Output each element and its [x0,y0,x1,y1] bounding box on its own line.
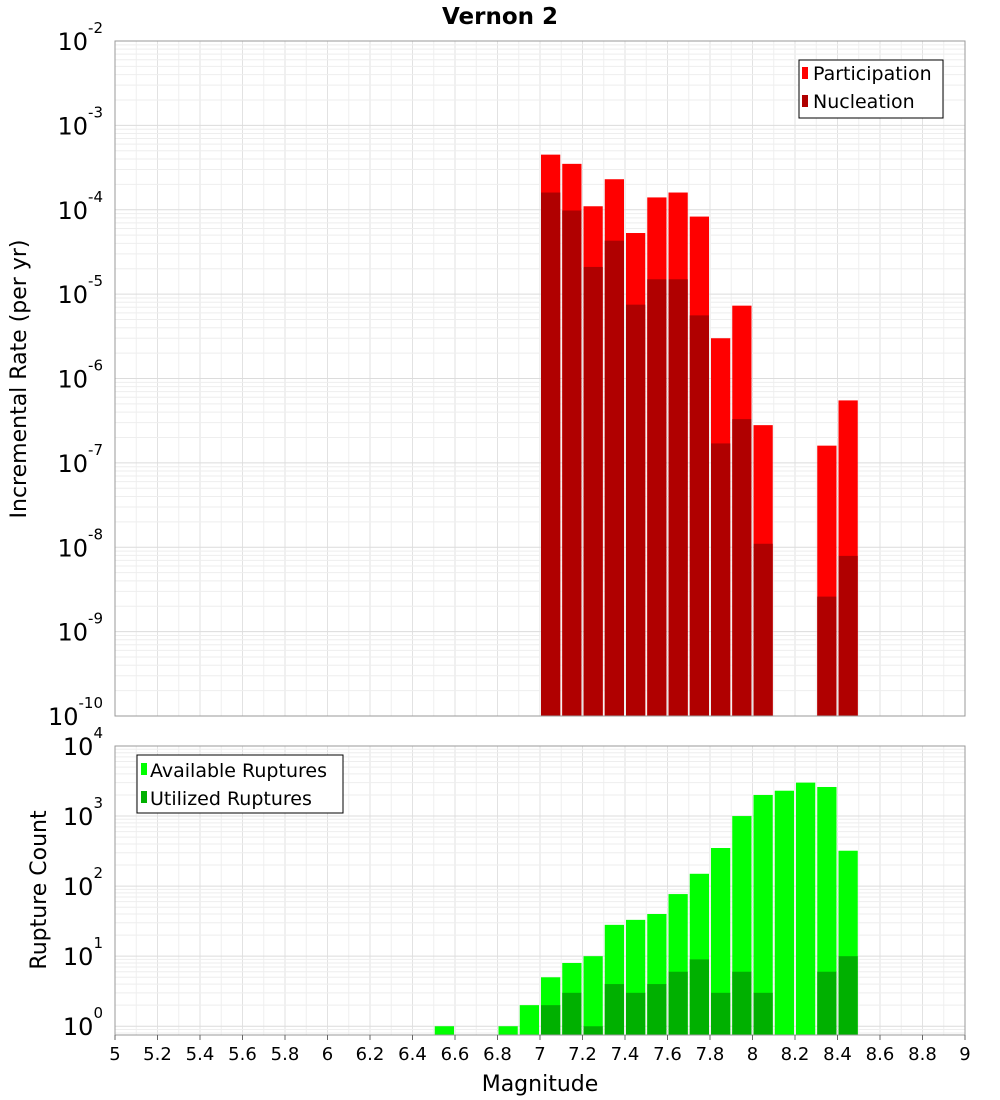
x-tick-label: 8 [747,1044,758,1065]
nucleation-bar [626,304,646,716]
x-tick-label: 8.2 [781,1044,810,1065]
nucleation-legend-swatch [802,95,808,107]
nucleation-legend-label: Nucleation [813,91,915,113]
x-tick-label: 8.6 [866,1044,895,1065]
rate-grid [114,41,966,717]
available-ruptures-bar [434,1026,454,1035]
nucleation-bar [647,279,667,716]
count-bars [434,782,858,1035]
x-tick-labels: 5 5.2 5.4 5.6 5.8 6 6.2 6.4 6.6 6.8 7 7.2 7.4 7.6 7.8 8… [109,1035,971,1065]
y-tick-label: 104 [63,724,103,761]
participation-legend-label: Participation [813,63,932,85]
nucleation-bar [668,279,688,716]
available-ruptures-bar [774,790,794,1035]
nucleation-bar [541,192,561,717]
x-tick-label: 6.2 [356,1044,385,1065]
x-tick-label: 7.6 [653,1044,682,1065]
x-tick-label: 7.8 [696,1044,725,1065]
utilized-ruptures-bar [647,984,667,1035]
count-y-tick-labels: 100 101 102 103 104 [63,724,103,1041]
nucleation-bar [732,419,752,716]
x-tick-label: 5 [109,1044,120,1065]
y-tick-label: 10-3 [57,103,103,140]
rate-y-tick-labels: 10-10 10-9 10-8 10-7 10-6 10-5 10-4 10-3 10-2 [48,19,103,731]
chart-title: Vernon 2 [442,4,558,30]
rate-legend: Participation Nucleation [798,59,944,119]
x-tick-label: 6.8 [483,1044,512,1065]
available-ruptures-bar [583,956,603,1035]
y-tick-label: 10-4 [57,188,103,225]
count-legend-box [136,754,344,814]
x-tick-label: 7.4 [611,1044,640,1065]
x-tick-label: 5.6 [228,1044,257,1065]
available-ruptures-legend-swatch [141,763,147,775]
utilized-ruptures-bar [711,992,731,1035]
y-tick-label: 10-9 [57,610,103,647]
utilized-ruptures-legend-label: Utilized Ruptures [150,788,312,810]
y-tick-label: 10-5 [57,272,103,309]
nucleation-bar [689,315,709,716]
x-tick-label: 5.4 [186,1044,215,1065]
y-tick-label: 10-2 [57,19,103,56]
nucleation-bar [711,443,731,716]
x-tick-label: 6.6 [441,1044,470,1065]
utilized-ruptures-bar [604,984,624,1035]
count-legend: Available Ruptures Utilized Ruptures [136,754,344,814]
count-y-axis-label: Rupture Count [27,810,52,970]
nucleation-bar [753,543,773,716]
nucleation-bar [583,266,603,716]
utilized-ruptures-bar [668,971,688,1035]
utilized-ruptures-bar [583,1026,603,1035]
x-tick-label: 5.8 [271,1044,300,1065]
y-tick-label: 102 [63,864,103,901]
x-tick-label: 5.2 [143,1044,172,1065]
x-tick-label: 7.2 [568,1044,597,1065]
nucleation-bar [817,596,837,716]
nucleation-bar [604,240,624,717]
y-tick-label: 101 [63,934,103,971]
utilized-ruptures-bar [689,959,709,1035]
x-tick-label: 6 [322,1044,333,1065]
x-axis-label: Magnitude [482,1072,599,1097]
participation-legend-swatch [802,67,808,79]
utilized-ruptures-bar [626,992,646,1035]
x-tick-label: 9 [959,1044,970,1065]
y-tick-label: 100 [63,1004,103,1041]
nucleation-bar [562,210,582,716]
available-ruptures-bar [711,848,731,1035]
y-tick-label: 10-8 [57,525,103,562]
utilized-ruptures-legend-swatch [141,791,147,803]
y-tick-label: 10-10 [48,694,103,731]
utilized-ruptures-bar [838,956,858,1035]
y-tick-label: 103 [63,794,103,831]
rate-chart: 10-10 10-9 10-8 10-7 10-6 10-5 10-4 10-3 10-2 In… [7,19,966,731]
nucleation-bar [838,555,858,716]
available-ruptures-legend-label: Available Ruptures [150,760,327,782]
available-ruptures-bar [753,794,773,1035]
y-tick-label: 10-6 [57,357,103,394]
rate-legend-box [798,59,944,119]
available-ruptures-bar [796,782,816,1035]
rupture-count-chart: 100 101 102 103 104 5 5.2 5.4 5.6 5.8 6 6.2 6.4 6.6 6… [27,724,971,1097]
x-tick-label: 8.4 [823,1044,852,1065]
rate-bars [541,154,858,717]
available-ruptures-bar [498,1026,518,1035]
x-tick-label: 8.8 [908,1044,937,1065]
utilized-ruptures-bar [562,992,582,1035]
rate-plot-frame [114,40,966,717]
x-tick-label: 6.4 [398,1044,427,1065]
utilized-ruptures-bar [732,971,752,1035]
available-ruptures-bar [519,1005,539,1035]
x-tick-label: 7 [534,1044,545,1065]
rate-y-axis-label: Incremental Rate (per yr) [7,240,32,519]
utilized-ruptures-bar [541,1005,561,1035]
utilized-ruptures-bar [753,992,773,1035]
utilized-ruptures-bar [817,971,837,1035]
y-tick-label: 10-7 [57,441,103,478]
